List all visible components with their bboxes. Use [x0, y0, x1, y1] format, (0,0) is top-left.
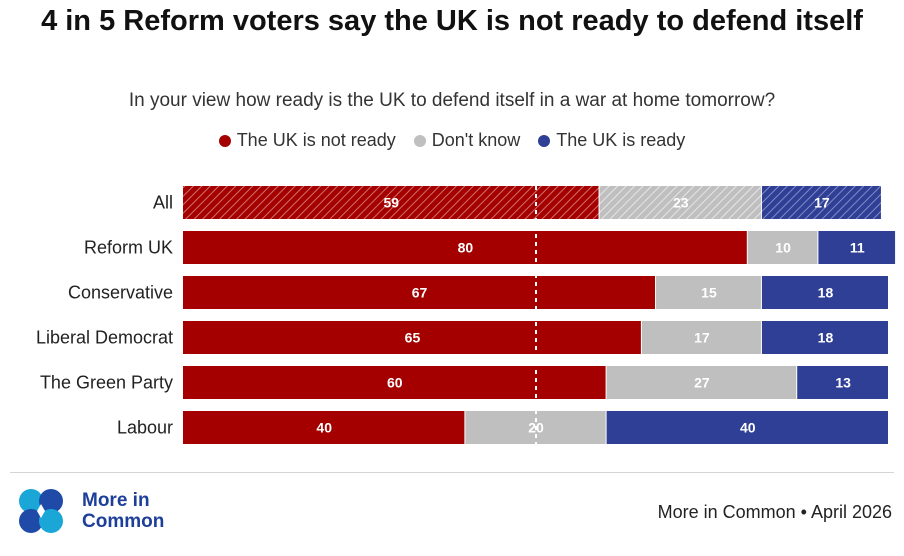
legend-item-not-ready: The UK is not ready: [218, 130, 396, 151]
bar-ready: [761, 276, 888, 309]
legend-item-ready: The UK is ready: [538, 130, 685, 151]
four-petal-logo-icon: [19, 489, 63, 533]
bar-ready: [818, 231, 896, 264]
data-label: 67: [412, 285, 428, 301]
data-label: 10: [775, 240, 791, 256]
legend: The UK is not ready Don't know The UK is…: [0, 130, 904, 151]
bar-ready: [797, 366, 888, 399]
data-label: 40: [316, 420, 332, 436]
data-label: 17: [694, 330, 710, 346]
data-label: 40: [740, 420, 756, 436]
bar-ready: [761, 186, 881, 219]
data-label: 65: [405, 330, 421, 346]
footer-divider: [10, 472, 894, 473]
category-label: Liberal Democrat: [36, 328, 173, 348]
chart-title: 4 in 5 Reform voters say the UK is not r…: [41, 5, 863, 37]
data-label: 18: [818, 330, 834, 346]
data-label: 23: [673, 195, 689, 211]
legend-label: The UK is not ready: [236, 130, 396, 150]
bar-not-ready: [183, 186, 599, 219]
legend-dot-not-ready: [218, 134, 231, 147]
data-label: 15: [701, 285, 717, 301]
legend-label: Don't know: [431, 130, 521, 150]
bar-not-ready: [183, 411, 465, 444]
bar-ready: [606, 411, 888, 444]
source-credit: More in Common • April 2026: [657, 502, 892, 522]
category-label: Reform UK: [84, 238, 173, 258]
bar-ready: [761, 321, 888, 354]
category-label: All: [153, 193, 173, 213]
bar-dont-know: [641, 321, 761, 354]
category-label: The Green Party: [40, 373, 173, 393]
data-label: 17: [814, 195, 830, 211]
chart-subtitle: In your view how ready is the UK to defe…: [128, 90, 776, 111]
legend-dot-ready: [538, 134, 551, 147]
data-label: 59: [383, 195, 399, 211]
bar-dont-know: [606, 366, 797, 399]
bar-dont-know: [747, 231, 818, 264]
data-label: 11: [850, 240, 865, 256]
bar-not-ready: [183, 321, 641, 354]
data-label: 18: [818, 285, 834, 301]
brand-name: More in Common: [82, 490, 165, 532]
category-label: Labour: [117, 418, 173, 438]
brand-logo: More in Common: [12, 486, 192, 536]
bar-not-ready: [183, 231, 747, 264]
data-label: 60: [387, 375, 403, 391]
bar-dont-know: [656, 276, 761, 309]
stacked-bar-chart: All 59 23 17 Reform UK 80 10 11 Conservative 67 15…: [36, 186, 896, 444]
legend-item-dont-know: Don't know: [413, 130, 521, 151]
data-label: 27: [694, 375, 710, 391]
bar-dont-know: [599, 186, 761, 219]
category-label: Conservative: [68, 283, 173, 303]
data-label: 80: [458, 240, 474, 256]
legend-label: The UK is ready: [556, 130, 686, 150]
data-label: 13: [835, 375, 851, 391]
legend-dot-dont-know: [413, 134, 426, 147]
bar-not-ready: [183, 276, 656, 309]
